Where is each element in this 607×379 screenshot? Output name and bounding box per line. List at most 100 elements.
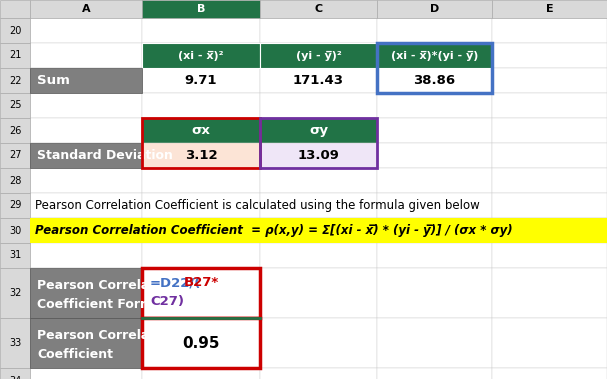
Bar	[260, 93, 377, 118]
Bar	[377, 168, 492, 193]
Bar	[142, 318, 260, 368]
Bar	[377, 318, 492, 368]
Bar	[492, 368, 607, 379]
Bar	[492, 93, 607, 118]
Text: 22: 22	[8, 75, 21, 86]
Text: Coefficient: Coefficient	[37, 348, 113, 360]
Bar	[142, 143, 260, 168]
Bar	[142, 18, 260, 43]
Text: D: D	[430, 4, 439, 14]
Text: (yi - y̅)²: (yi - y̅)²	[296, 50, 341, 61]
Text: 25: 25	[8, 100, 21, 111]
Bar	[0, 268, 30, 318]
Bar	[30, 318, 142, 368]
Text: B27*: B27*	[184, 277, 220, 290]
Bar	[0, 0, 30, 18]
Bar	[377, 43, 492, 68]
Bar	[30, 143, 142, 168]
Bar	[30, 193, 142, 218]
Bar	[377, 68, 492, 93]
Bar	[0, 243, 30, 268]
Bar	[260, 43, 377, 68]
Text: A: A	[82, 4, 90, 14]
Text: B: B	[197, 4, 205, 14]
Bar	[142, 218, 260, 243]
Text: 21: 21	[9, 50, 21, 61]
Bar	[142, 193, 260, 218]
Bar	[142, 118, 260, 143]
Bar	[30, 243, 142, 268]
Bar	[142, 118, 260, 168]
Bar	[142, 268, 260, 318]
Bar	[0, 143, 30, 168]
Bar	[492, 0, 607, 18]
Bar	[260, 268, 377, 318]
Bar	[377, 143, 492, 168]
Bar	[377, 43, 492, 93]
Bar	[377, 218, 492, 243]
Bar	[142, 243, 260, 268]
Bar	[377, 243, 492, 268]
Text: Pearson Correlation Coefficient is calculated using the formula given below: Pearson Correlation Coefficient is calcu…	[35, 199, 480, 212]
Bar	[377, 118, 492, 143]
Bar	[492, 318, 607, 368]
Text: =D22/(: =D22/(	[150, 277, 202, 290]
Bar	[30, 93, 142, 118]
Text: 31: 31	[9, 251, 21, 260]
Bar	[260, 0, 377, 18]
Bar	[492, 168, 607, 193]
Bar	[30, 0, 142, 18]
Bar	[260, 143, 377, 168]
Bar	[30, 168, 142, 193]
Text: 29: 29	[9, 200, 21, 210]
Bar	[142, 93, 260, 118]
Bar	[260, 118, 377, 168]
Bar	[0, 168, 30, 193]
Bar	[492, 268, 607, 318]
Bar	[492, 43, 607, 68]
Bar	[30, 268, 142, 318]
Bar	[30, 218, 142, 243]
Bar	[30, 118, 142, 143]
Bar	[492, 118, 607, 143]
Bar	[260, 243, 377, 268]
Text: Pearson Correlation: Pearson Correlation	[37, 279, 177, 292]
Bar	[260, 318, 377, 368]
Text: Pearson Correlation: Pearson Correlation	[37, 329, 177, 342]
Text: E: E	[546, 4, 554, 14]
Bar	[30, 268, 142, 318]
Text: 27: 27	[8, 150, 21, 160]
Bar	[0, 318, 30, 368]
Bar	[30, 143, 142, 168]
Text: σx: σx	[192, 124, 211, 137]
Bar	[0, 193, 30, 218]
Bar	[377, 43, 492, 68]
Bar	[260, 193, 377, 218]
Text: 3.12: 3.12	[185, 149, 217, 162]
Bar	[0, 118, 30, 143]
Bar	[30, 43, 142, 68]
Bar	[492, 243, 607, 268]
Bar	[30, 368, 142, 379]
Bar	[142, 43, 260, 68]
Bar	[260, 68, 377, 93]
Text: 34: 34	[9, 376, 21, 379]
Text: C27): C27)	[150, 296, 184, 309]
Bar	[30, 68, 142, 93]
Text: 38.86: 38.86	[413, 74, 456, 87]
Bar	[0, 93, 30, 118]
Bar	[260, 118, 377, 143]
Bar	[30, 318, 142, 368]
Text: 28: 28	[9, 175, 21, 185]
Bar	[0, 18, 30, 43]
Bar	[142, 368, 260, 379]
Bar	[142, 118, 260, 143]
Text: 33: 33	[9, 338, 21, 348]
Bar	[377, 18, 492, 43]
Bar	[492, 143, 607, 168]
Bar	[260, 118, 377, 143]
Text: 0.95: 0.95	[182, 335, 220, 351]
Text: 30: 30	[9, 226, 21, 235]
Bar	[0, 368, 30, 379]
Bar	[377, 193, 492, 218]
